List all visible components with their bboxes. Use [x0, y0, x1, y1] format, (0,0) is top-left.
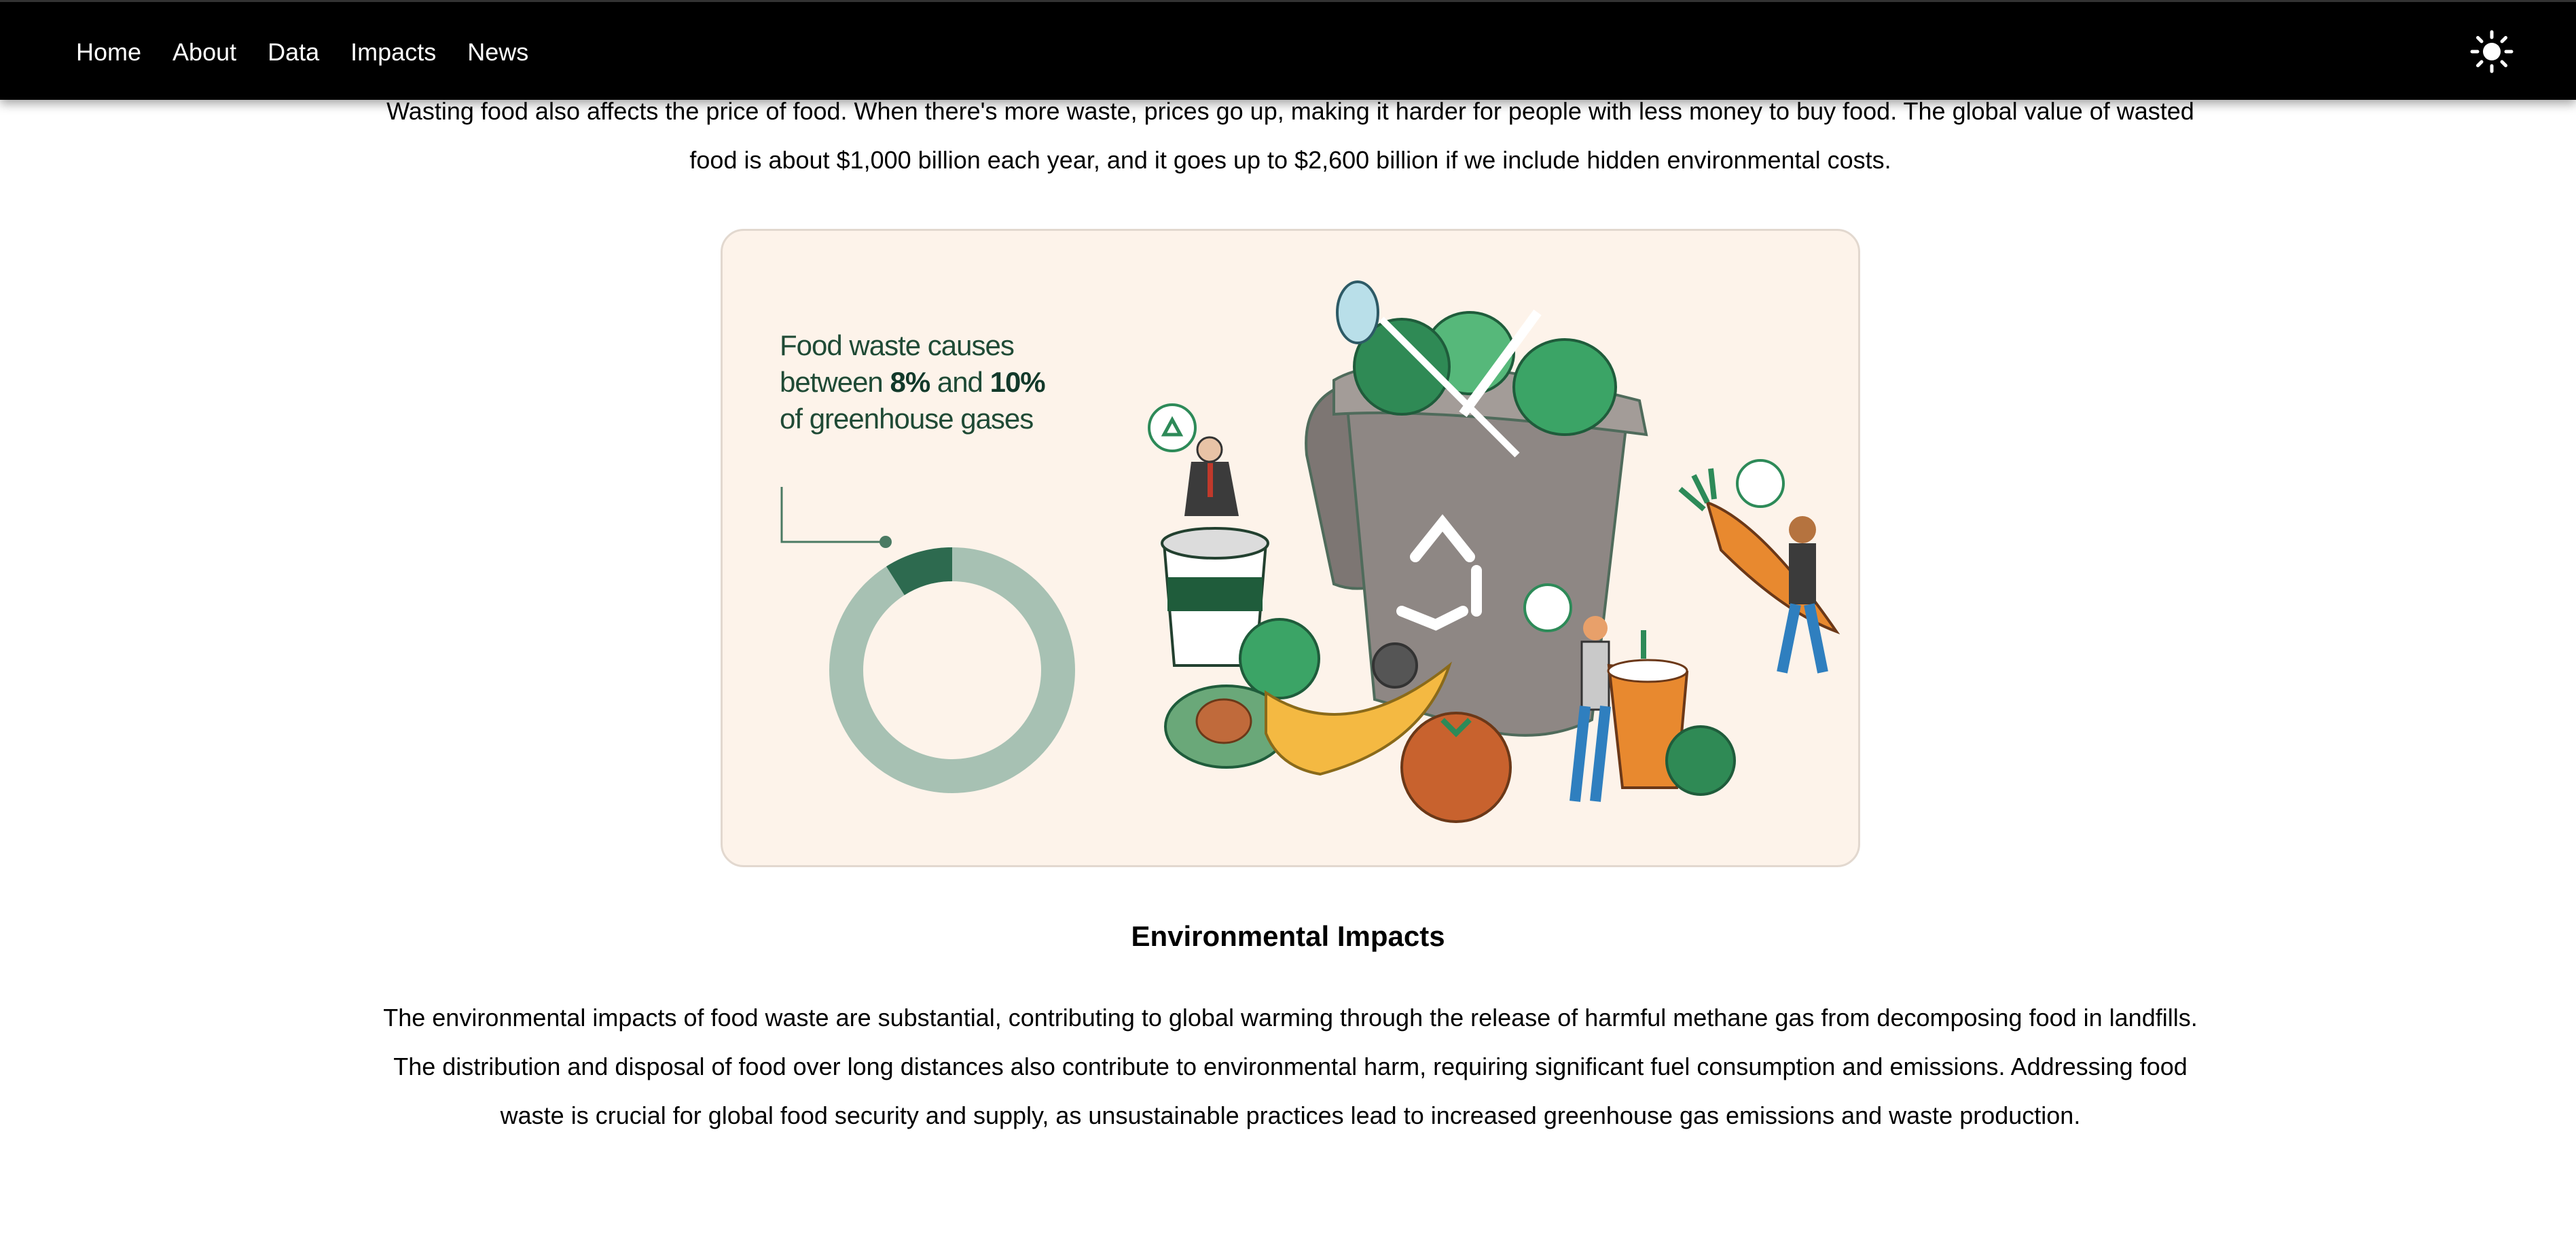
nav-link-home[interactable]: Home	[76, 38, 142, 66]
coffee-cup-illustration	[1148, 403, 1269, 667]
caption-part2: and	[930, 366, 990, 398]
infographic-illustration	[780, 280, 1840, 823]
infographic-caption: Food waste causes between 8% and 10% of …	[780, 327, 1065, 437]
person-with-carrot-illustration	[1678, 459, 1840, 674]
caption-pct-10: 10%	[990, 366, 1046, 398]
caption-part3: of greenhouse gases	[780, 403, 1034, 435]
theme-toggle-button[interactable]	[2470, 30, 2514, 73]
fruits-illustration	[1164, 618, 1512, 823]
caption-part1: Food waste causes between	[780, 329, 1015, 398]
intro-paragraph: Wasting food also affects the price of f…	[386, 97, 2194, 174]
nav-link-about[interactable]: About	[173, 38, 237, 66]
nav-link-impacts[interactable]: Impacts	[350, 38, 437, 66]
nav-link-data[interactable]: Data	[268, 38, 320, 66]
environmental-impacts-paragraph: The environmental impacts of food waste …	[383, 1004, 2198, 1129]
section-heading-environmental-impacts: Environmental Impacts	[1131, 920, 1445, 952]
sun-icon	[2470, 30, 2514, 73]
nav-links: Home About Data Impacts News	[76, 2, 560, 102]
food-waste-infographic: Food waste causes between 8% and 10% of …	[721, 229, 1860, 867]
nav-link-news[interactable]: News	[467, 38, 529, 66]
person-with-drink-illustration	[1523, 583, 1736, 802]
donut-chart	[829, 547, 1075, 793]
top-navbar: Home About Data Impacts News	[0, 0, 2576, 100]
caption-pct-8: 8%	[890, 366, 930, 398]
